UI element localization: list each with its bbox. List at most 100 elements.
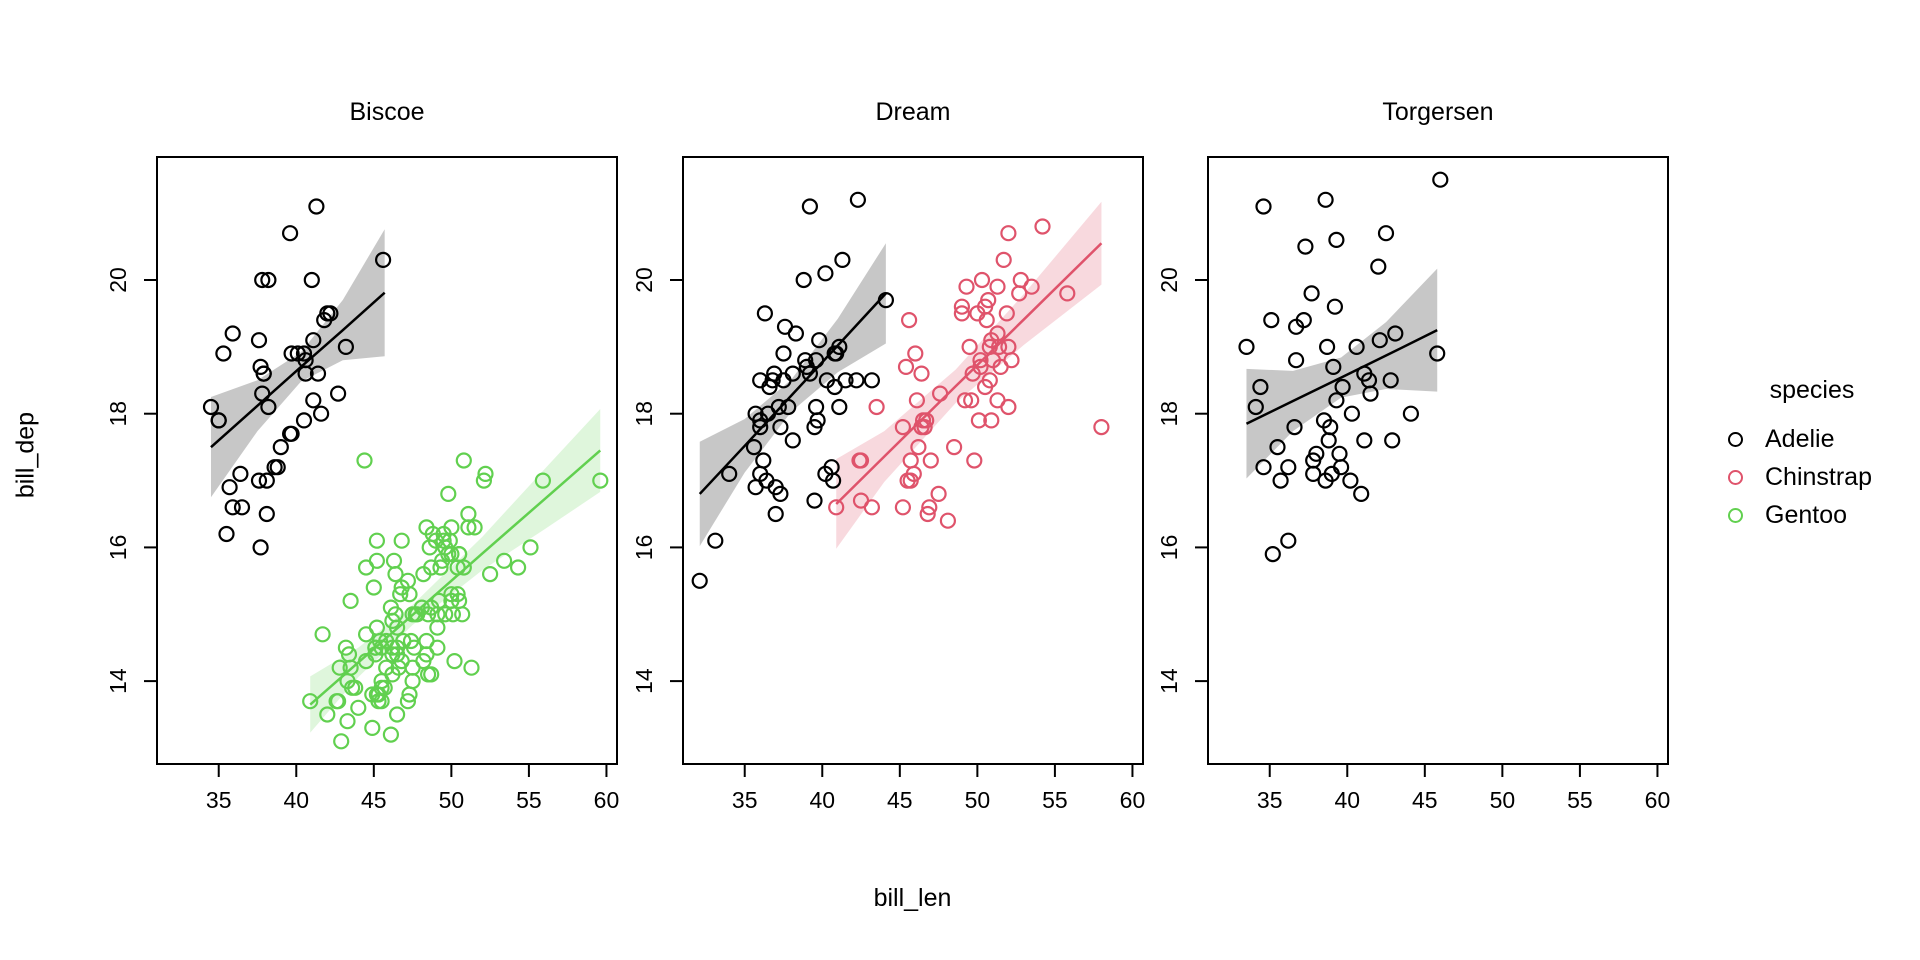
- data-point: [368, 532, 385, 549]
- y-tick-label: 20: [1156, 267, 1182, 293]
- data-point: [852, 492, 870, 509]
- data-point: [834, 251, 851, 268]
- x-tick-label: 35: [206, 787, 232, 813]
- data-point: [522, 539, 539, 556]
- data-point: [809, 412, 826, 429]
- data-point: [775, 345, 792, 362]
- data-point: [970, 412, 988, 429]
- data-point: [989, 278, 1006, 295]
- y-tick-label: 20: [105, 267, 131, 293]
- data-point: [1093, 419, 1110, 436]
- data-point: [930, 485, 947, 502]
- data-point: [877, 292, 895, 309]
- data-point: [413, 599, 430, 616]
- data-point: [1320, 432, 1337, 449]
- data-point: [1255, 459, 1272, 476]
- data-point: [995, 251, 1012, 268]
- data-point: [1000, 398, 1017, 416]
- data-point: [1315, 412, 1333, 429]
- x-tick-label: 60: [1120, 787, 1146, 813]
- data-point: [365, 579, 382, 596]
- data-point: [314, 626, 331, 643]
- legend-title: species: [1769, 376, 1855, 404]
- panel-dream: 35 40 45 50 55 60 14 16 18 20: [631, 156, 1146, 813]
- data-point: [387, 565, 404, 583]
- x-tick-label: 45: [361, 787, 387, 813]
- data-point: [367, 639, 384, 656]
- y-tick-label: 16: [1156, 535, 1182, 561]
- data-point: [418, 646, 435, 663]
- data-point: [894, 499, 912, 516]
- data-point: [402, 632, 420, 650]
- data-point: [1387, 325, 1404, 342]
- data-point: [1384, 432, 1401, 449]
- data-point: [496, 552, 513, 569]
- data-point: [340, 646, 358, 663]
- data-point: [831, 398, 848, 416]
- data-point: [395, 632, 412, 650]
- data-point: [221, 479, 238, 496]
- gentoo-marker-icon: [1728, 507, 1743, 523]
- data-point: [319, 706, 336, 723]
- data-point: [931, 385, 949, 402]
- data-point: [1402, 405, 1420, 422]
- data-point: [849, 191, 867, 208]
- data-point: [1343, 405, 1361, 422]
- data-point: [1059, 285, 1076, 302]
- data-point: [342, 592, 359, 610]
- data-point: [953, 298, 971, 315]
- data-point: [922, 452, 939, 469]
- data-point: [1264, 545, 1281, 563]
- data-point: [910, 439, 927, 456]
- data-point: [1356, 432, 1373, 449]
- data-point: [437, 606, 454, 623]
- data-point: [972, 352, 989, 369]
- data-point: [1297, 238, 1314, 255]
- data-point: [429, 619, 446, 636]
- legend: species Adelie Chinstrap Gentoo: [1712, 374, 1920, 534]
- data-point: [1247, 398, 1264, 416]
- data-point: [961, 338, 978, 355]
- data-point: [978, 312, 995, 329]
- x-tick-label: 60: [1645, 787, 1671, 813]
- y-tick-label: 14: [1156, 668, 1182, 694]
- data-point: [801, 365, 819, 382]
- data-point: [784, 432, 801, 449]
- data-point: [1362, 385, 1379, 402]
- data-point: [848, 372, 865, 389]
- data-point: [455, 559, 472, 576]
- regression-line-chinstrap: [835, 242, 1103, 505]
- data-point: [401, 686, 418, 703]
- data-point: [260, 271, 277, 289]
- data-point: [254, 385, 271, 402]
- data-point: [282, 225, 299, 242]
- data-point: [283, 345, 300, 362]
- data-point: [981, 372, 998, 389]
- data-point: [801, 198, 819, 215]
- data-point: [811, 332, 828, 349]
- data-point: [1371, 332, 1388, 349]
- panel-border: [1207, 156, 1669, 765]
- data-point: [322, 305, 339, 322]
- data-point: [837, 372, 854, 389]
- data-point: [983, 412, 1000, 429]
- x-tick-label: 40: [283, 787, 309, 813]
- data-point: [787, 325, 805, 342]
- data-point: [308, 198, 325, 215]
- y-tick-label: 20: [631, 267, 657, 293]
- data-point: [752, 419, 769, 436]
- confidence-band-adelie: [210, 229, 385, 498]
- data-point: [772, 419, 789, 436]
- data-point: [956, 392, 974, 409]
- data-point: [454, 606, 471, 623]
- data-point: [389, 706, 406, 723]
- data-point: [806, 492, 823, 509]
- data-point: [534, 472, 552, 489]
- data-point: [780, 398, 797, 416]
- data-point: [1325, 358, 1342, 375]
- data-point: [772, 485, 789, 502]
- data-point: [382, 726, 399, 743]
- y-tick-label: 14: [631, 668, 657, 694]
- data-point: [305, 392, 322, 409]
